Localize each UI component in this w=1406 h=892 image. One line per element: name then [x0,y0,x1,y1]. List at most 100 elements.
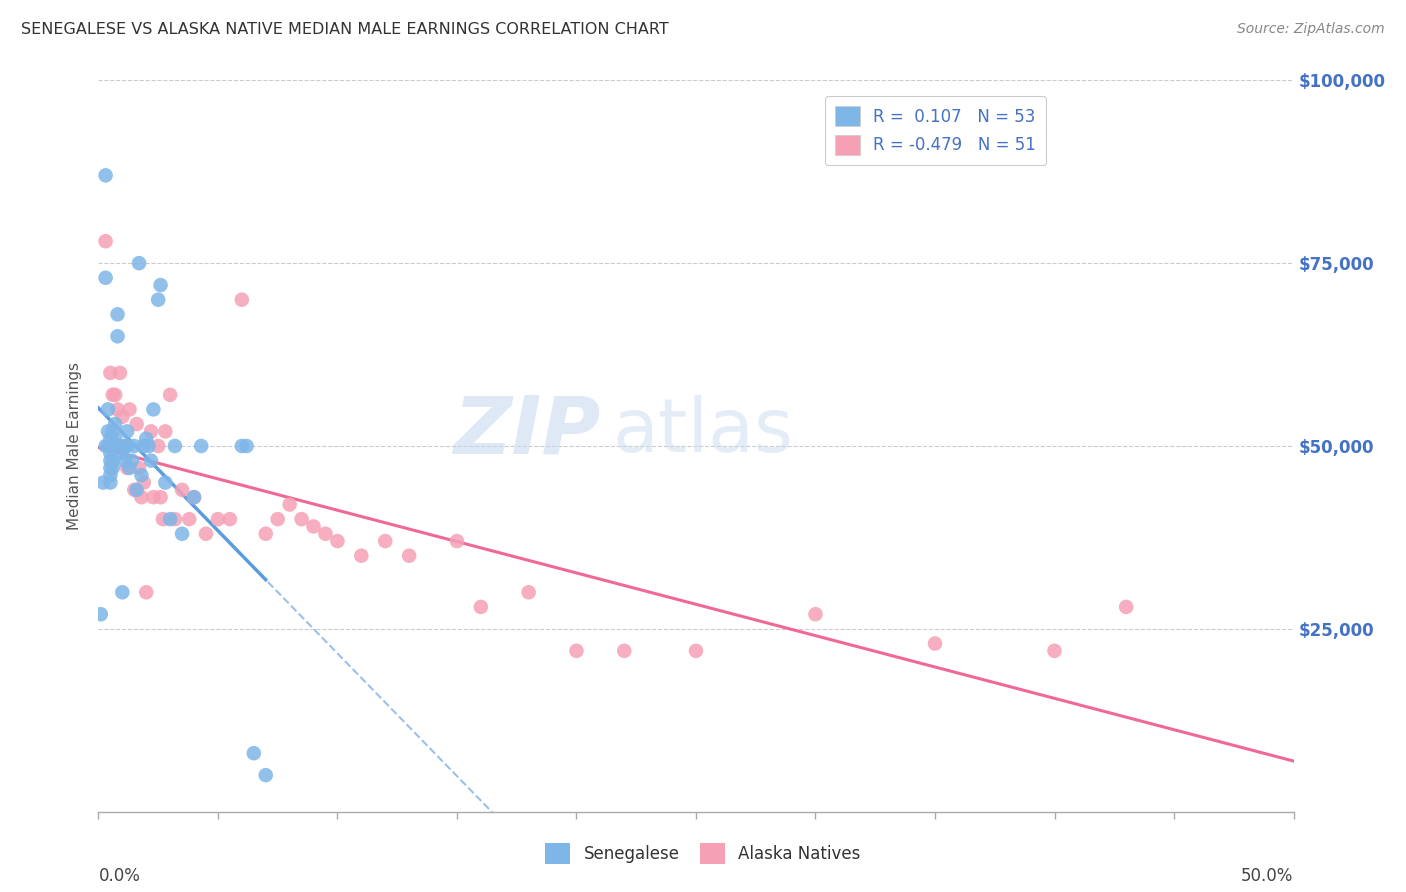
Point [90,607,112,622]
Point [149,490,172,504]
Legend: Senegalese, Alaska Natives: Senegalese, Alaska Natives [538,837,868,871]
Point [107,329,129,343]
Point [101,439,124,453]
Point [94,270,117,285]
Point [101,461,124,475]
Point [104,417,127,431]
Point [159,388,181,402]
Point [291,512,314,526]
Point [172,526,194,541]
Point [374,534,396,549]
Point [302,519,325,533]
Point [278,498,301,512]
Point [97,439,120,453]
Point [124,483,146,497]
Point [1043,644,1066,658]
Point [97,425,120,439]
Point [98,439,122,453]
Point [142,402,165,417]
Legend: R =  0.107   N = 53, R = -0.479   N = 51: R = 0.107 N = 53, R = -0.479 N = 51 [825,96,1046,165]
Point [98,432,122,446]
Text: Source: ZipAtlas.com: Source: ZipAtlas.com [1237,22,1385,37]
Point [231,439,253,453]
Point [685,644,707,658]
Point [125,483,148,497]
Point [159,512,181,526]
Point [128,256,150,270]
Point [111,409,134,424]
Text: atlas: atlas [613,395,793,468]
Point [155,425,177,439]
Point [98,468,122,483]
Point [115,461,138,475]
Point [254,768,277,782]
Point [190,439,212,453]
Point [142,490,165,504]
Point [135,585,157,599]
Text: ZIP: ZIP [453,392,600,470]
Y-axis label: Median Male Earnings: Median Male Earnings [67,362,83,530]
Point [155,475,177,490]
Point [132,439,155,453]
Point [91,475,114,490]
Point [172,483,194,497]
Point [235,439,257,453]
Point [231,293,253,307]
Point [94,439,117,453]
Point [139,453,162,467]
Point [108,439,131,453]
Point [111,585,134,599]
Point [101,453,124,467]
Point [104,432,127,446]
Point [207,512,229,526]
Point [114,439,136,453]
Point [149,278,172,293]
Point [350,549,373,563]
Point [94,234,117,248]
Point [121,453,143,467]
Point [97,402,120,417]
Point [254,526,277,541]
Point [148,293,170,307]
Point [152,512,174,526]
Point [267,512,290,526]
Point [470,599,492,614]
Point [138,439,160,453]
Point [163,512,186,526]
Text: 0.0%: 0.0% [98,867,141,885]
Point [446,534,468,549]
Point [98,475,122,490]
Point [101,388,124,402]
Point [135,432,157,446]
Point [139,425,162,439]
Point [101,425,124,439]
Point [111,446,134,460]
Point [115,425,138,439]
Point [398,549,420,563]
Point [107,307,129,321]
Point [179,512,201,526]
Point [315,526,337,541]
Point [115,439,138,453]
Point [94,169,117,183]
Point [517,585,540,599]
Point [243,746,266,760]
Point [131,468,153,483]
Point [1115,599,1137,614]
Point [108,366,131,380]
Point [98,453,122,467]
Point [118,461,141,475]
Point [118,402,141,417]
Point [114,439,136,453]
Point [132,475,155,490]
Point [148,439,170,453]
Point [183,490,205,504]
Point [107,402,129,417]
Point [104,388,127,402]
Point [98,461,122,475]
Text: SENEGALESE VS ALASKA NATIVE MEDIAN MALE EARNINGS CORRELATION CHART: SENEGALESE VS ALASKA NATIVE MEDIAN MALE … [21,22,669,37]
Point [804,607,827,622]
Point [924,636,946,650]
Point [125,417,148,431]
Point [114,453,136,467]
